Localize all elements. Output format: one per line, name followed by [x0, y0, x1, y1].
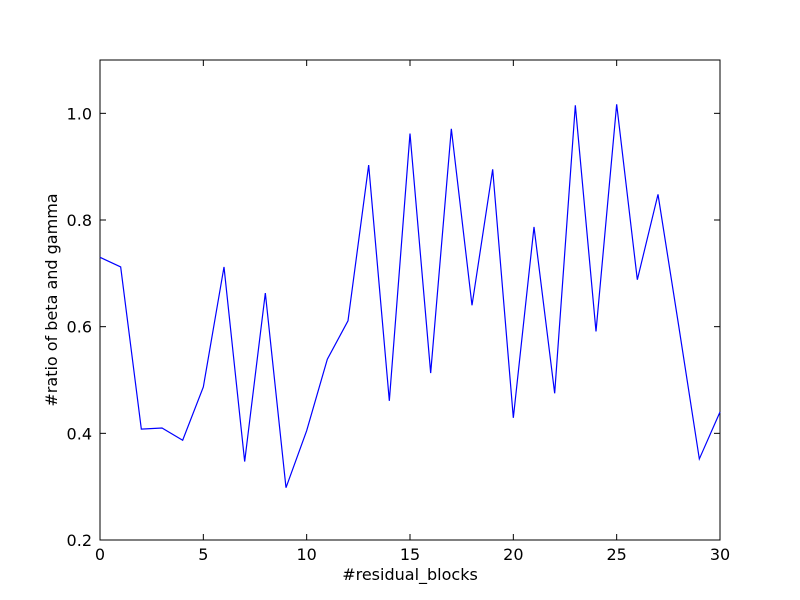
x-tick-label: 15 — [400, 545, 420, 564]
y-tick-label: 0.4 — [67, 424, 92, 443]
x-tick-label: 20 — [503, 545, 523, 564]
x-axis-ticks: 0 5 10 15 20 25 30 — [95, 60, 730, 564]
plot-frame — [99, 59, 721, 541]
plot-area — [99, 59, 721, 541]
y-tick-label: 0.8 — [67, 211, 92, 230]
x-tick-label: 0 — [95, 545, 105, 564]
y-axis-label: #ratio of beta and gamma — [42, 193, 61, 406]
x-tick-label: 10 — [296, 545, 316, 564]
series-layer — [99, 104, 721, 488]
x-tick-label: 5 — [198, 545, 208, 564]
y-axis-ticks: 0.2 0.4 0.6 0.8 1.0 — [67, 104, 720, 550]
y-tick-label: 0.2 — [67, 531, 92, 550]
x-tick-label: 30 — [710, 545, 730, 564]
y-tick-label: 0.6 — [67, 318, 92, 337]
series-line — [99, 104, 721, 488]
x-axis-label: #residual_blocks — [342, 565, 478, 585]
y-tick-label: 1.0 — [67, 104, 92, 123]
x-tick-label: 25 — [606, 545, 626, 564]
